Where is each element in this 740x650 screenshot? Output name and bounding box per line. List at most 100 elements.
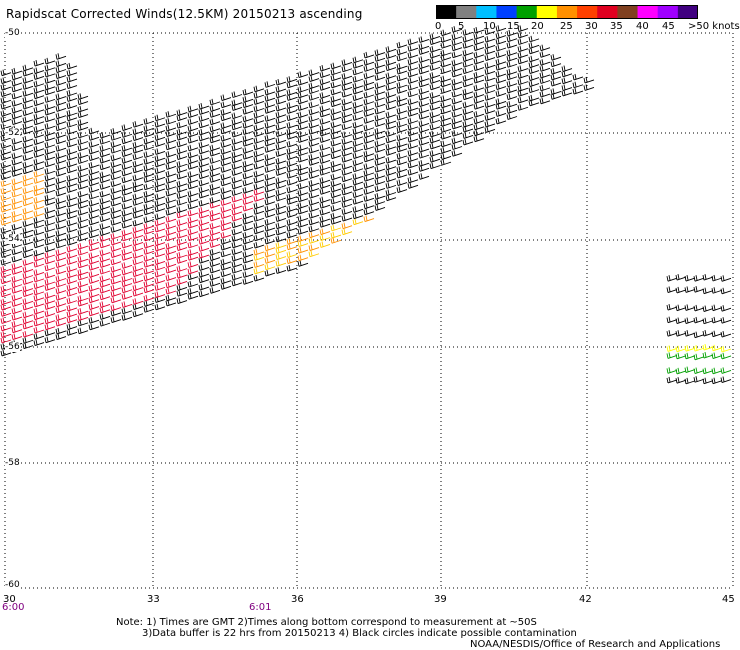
wind-barb bbox=[99, 241, 111, 249]
wind-barb bbox=[22, 246, 34, 253]
wind-barb bbox=[121, 124, 133, 131]
wind-barb bbox=[385, 52, 397, 59]
wind-barb bbox=[297, 104, 309, 111]
wind-barb bbox=[198, 251, 210, 259]
wind-barb bbox=[55, 79, 67, 86]
wind-barb bbox=[132, 121, 144, 128]
wind-barb bbox=[33, 269, 45, 276]
wind-barb bbox=[209, 197, 221, 204]
wind-barb bbox=[396, 134, 408, 141]
wind-barb bbox=[33, 177, 45, 184]
map-title: Rapidscat Corrected Winds(12.5KM) 201502… bbox=[6, 7, 363, 21]
wind-barb bbox=[209, 144, 221, 152]
wind-barb bbox=[308, 134, 320, 142]
wind-barb bbox=[88, 179, 100, 187]
wind-barb bbox=[242, 192, 254, 200]
wind-barb bbox=[209, 183, 221, 191]
wind-barb bbox=[341, 163, 353, 170]
wind-barb bbox=[209, 222, 221, 230]
wind-barb bbox=[440, 60, 452, 68]
wind-barb bbox=[220, 173, 232, 181]
wind-barb bbox=[720, 367, 732, 374]
wind-barb bbox=[11, 294, 23, 302]
wind-barb bbox=[99, 255, 111, 263]
wind-barb bbox=[22, 167, 34, 175]
wind-barb bbox=[484, 114, 496, 121]
wind-barb bbox=[297, 215, 309, 222]
wind-barb bbox=[33, 87, 45, 94]
wind-barb bbox=[242, 251, 254, 258]
wind-barb bbox=[165, 209, 177, 216]
wind-barb bbox=[44, 96, 56, 103]
wind-barb bbox=[473, 111, 485, 118]
wind-barb bbox=[429, 150, 441, 157]
wind-barb bbox=[33, 126, 45, 133]
wind-barb bbox=[720, 345, 732, 353]
wind-barb bbox=[666, 345, 678, 352]
wind-barb bbox=[341, 149, 353, 157]
wind-barb bbox=[693, 316, 705, 324]
wind-barb bbox=[11, 313, 23, 321]
wind-barb bbox=[0, 77, 12, 84]
wind-barb bbox=[165, 234, 177, 242]
wind-barb bbox=[88, 317, 100, 324]
wind-barb bbox=[684, 352, 696, 360]
wind-barb bbox=[165, 151, 177, 158]
wind-barb bbox=[66, 82, 78, 89]
wind-barb bbox=[143, 190, 155, 198]
wind-barb bbox=[110, 180, 122, 187]
wind-barb bbox=[33, 249, 45, 257]
wind-barb bbox=[220, 258, 232, 266]
wind-barb bbox=[0, 277, 12, 285]
wind-barb bbox=[275, 222, 287, 230]
wind-barb bbox=[176, 252, 188, 259]
wind-barb bbox=[363, 215, 375, 223]
wind-barb bbox=[462, 138, 474, 146]
wind-barb bbox=[385, 103, 397, 111]
wind-barb bbox=[374, 193, 386, 200]
wind-barb bbox=[341, 144, 353, 151]
wind-barb bbox=[66, 148, 78, 155]
wind-barb bbox=[264, 101, 276, 109]
wind-barb bbox=[418, 62, 430, 70]
wind-barb bbox=[341, 59, 353, 66]
wind-barb bbox=[55, 105, 67, 112]
wind-barb bbox=[121, 241, 133, 249]
wind-barb bbox=[0, 194, 12, 201]
wind-barb bbox=[220, 114, 232, 122]
wind-barb bbox=[429, 72, 441, 79]
wind-barb bbox=[22, 83, 34, 90]
wind-barb bbox=[396, 54, 408, 62]
wind-barb bbox=[44, 154, 56, 161]
wind-barb bbox=[0, 227, 12, 234]
colorbar-swatch bbox=[536, 5, 558, 19]
wind-barb bbox=[451, 104, 463, 112]
wind-barb bbox=[440, 153, 452, 160]
wind-barb bbox=[0, 336, 12, 344]
wind-barb bbox=[121, 301, 133, 308]
wind-barb bbox=[22, 238, 34, 246]
wind-barb bbox=[0, 97, 12, 104]
wind-barb bbox=[44, 212, 56, 220]
wind-barb bbox=[418, 146, 430, 153]
wind-barb bbox=[363, 72, 375, 80]
wind-barb bbox=[711, 344, 723, 352]
wind-barb bbox=[44, 292, 56, 299]
wind-barb bbox=[341, 188, 353, 196]
wind-barb bbox=[352, 94, 364, 102]
wind-barb bbox=[66, 271, 78, 279]
wind-barb bbox=[33, 67, 45, 74]
wind-barb bbox=[154, 264, 166, 271]
wind-barb bbox=[187, 216, 199, 224]
wind-barb bbox=[132, 277, 144, 284]
wind-barb bbox=[198, 219, 210, 226]
wind-barb bbox=[77, 197, 89, 204]
wind-barb bbox=[220, 159, 232, 167]
wind-barb bbox=[473, 129, 485, 137]
wind-barb bbox=[99, 267, 111, 275]
wind-barb bbox=[666, 316, 678, 324]
wind-barb bbox=[99, 320, 111, 327]
wind-barb bbox=[675, 273, 687, 281]
wind-barb bbox=[341, 201, 353, 208]
wind-barb bbox=[286, 102, 298, 109]
